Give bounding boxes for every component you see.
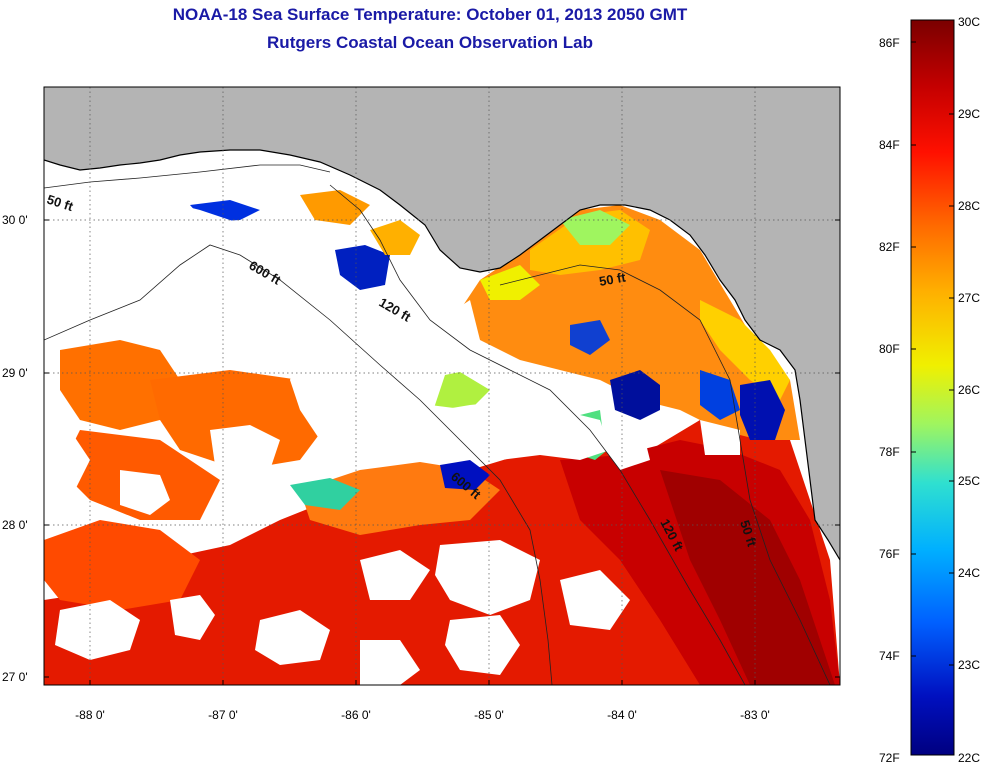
colorbar-f-74: 74F	[879, 649, 900, 663]
colorbar-gradient	[910, 19, 955, 756]
colorbar-c-23: 23C	[958, 658, 980, 672]
colorbar-c-24: 24C	[958, 566, 980, 580]
colorbar-c-26: 26C	[958, 383, 980, 397]
lon-label-88: -88 0'	[75, 708, 105, 722]
axis-ticks	[44, 219, 840, 685]
colorbar-f-82: 82F	[879, 240, 900, 254]
lat-label-29: 29 0'	[2, 366, 28, 380]
lat-label-30: 30 0'	[2, 213, 28, 227]
colorbar-f-86: 86F	[879, 36, 900, 50]
lon-label-85: -85 0'	[474, 708, 504, 722]
colorbar-c-27: 27C	[958, 291, 980, 305]
colorbar-c-22: 22C	[958, 751, 980, 765]
land-mass	[44, 87, 840, 560]
map-frame	[43, 86, 841, 686]
colorbar-f-80: 80F	[879, 342, 900, 356]
map-title: NOAA-18 Sea Surface Temperature: October…	[172, 5, 688, 24]
contour-label-50ft-northeast: 50 ft	[598, 269, 628, 289]
lat-label-28: 28 0'	[2, 518, 28, 532]
colorbar-c-29: 29C	[958, 107, 980, 121]
lon-label-87: -87 0'	[208, 708, 238, 722]
lon-label-83: -83 0'	[740, 708, 770, 722]
lon-label-84: -84 0'	[607, 708, 637, 722]
colorbar-f-76: 76F	[879, 547, 900, 561]
bathymetry-contours	[44, 164, 831, 685]
contour-600ft	[44, 244, 553, 685]
colorbar-c-28: 28C	[958, 199, 980, 213]
colorbar-c-25: 25C	[958, 474, 980, 488]
map-subtitle: Rutgers Coastal Ocean Observation Lab	[267, 33, 593, 52]
contour-50ft-east	[499, 264, 831, 685]
colorbar-f-78: 78F	[879, 445, 900, 459]
colorbar-f-72: 72F	[879, 751, 900, 765]
colorbar: 86F 84F 82F 80F 78F 76F 74F 72F 30C 29C …	[879, 15, 980, 765]
lat-label-27: 27 0'	[2, 670, 28, 684]
colorbar-f-84: 84F	[879, 138, 900, 152]
contour-120ft	[329, 184, 746, 685]
coastline	[44, 149, 840, 561]
cloud-mask	[44, 190, 740, 685]
sst-map[interactable]	[44, 87, 840, 685]
graticule	[44, 87, 840, 685]
lon-label-86: -86 0'	[341, 708, 371, 722]
colorbar-c-30: 30C	[958, 15, 980, 29]
